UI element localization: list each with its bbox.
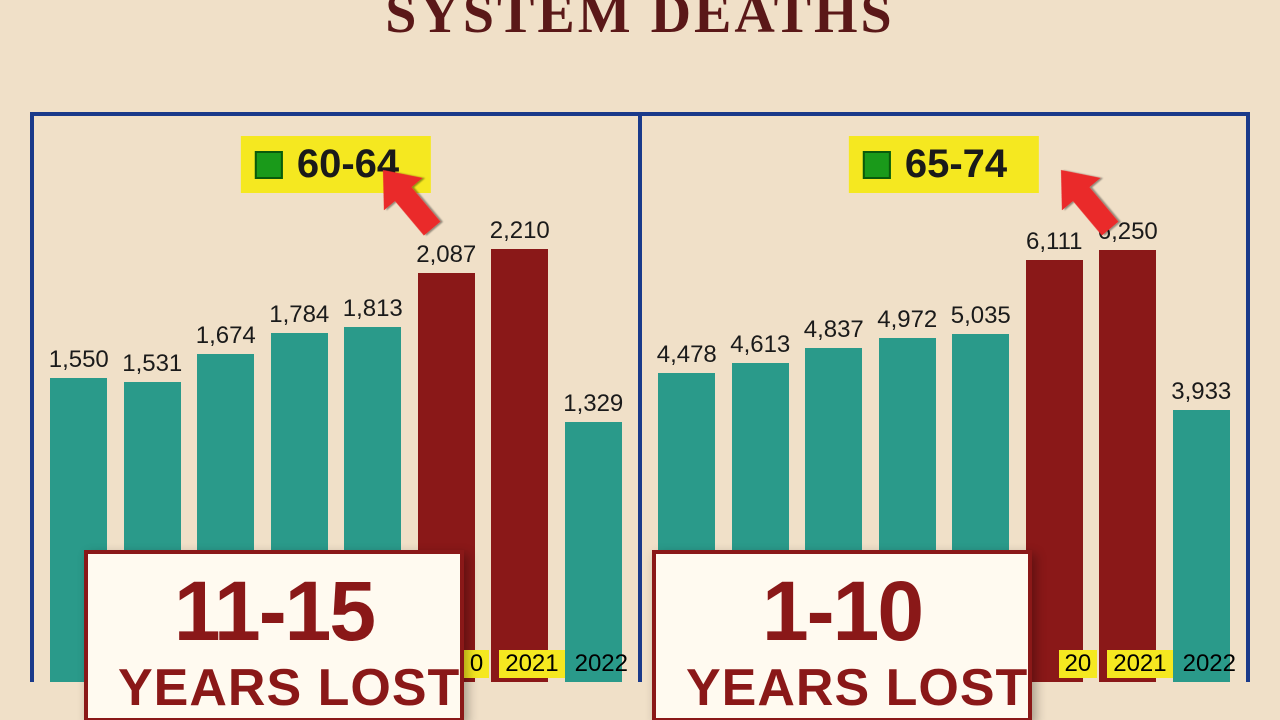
bar-value-label: 1,329 — [563, 390, 623, 418]
bar — [491, 249, 548, 682]
bar-value-label: 5,035 — [951, 302, 1011, 330]
bar — [1173, 410, 1230, 682]
overlay-big-text: 11-15 — [118, 574, 430, 650]
chart-panel-65-74: 65-74 4,4784,6134,8374,9725,0356,1116,25… — [638, 116, 1250, 682]
bar-value-label: 2,210 — [490, 217, 550, 245]
page-title: SYSTEM DEATHS — [0, 0, 1280, 46]
overlay-sub-text: YEARS LOST — [686, 658, 998, 718]
bar-value-label: 1,784 — [269, 301, 329, 329]
bar-value-label: 4,613 — [730, 331, 790, 359]
bar-wrap: 3,933 — [1167, 216, 1237, 682]
bar-value-label: 4,972 — [877, 306, 937, 334]
bar-value-label: 4,478 — [657, 341, 717, 369]
up-arrow-icon — [1042, 156, 1132, 246]
overlay-sub-text: YEARS LOST — [118, 658, 430, 718]
xaxis-labels-right: 20 2021 2022 — [1059, 646, 1236, 682]
charts-row: 60-64 1,5501,5311,6741,7841,8132,0872,21… — [30, 112, 1250, 682]
legend-65-74: 65-74 — [849, 136, 1039, 193]
legend-square-icon — [863, 151, 891, 179]
bar-value-label: 1,674 — [196, 322, 256, 350]
x-axis-year: 2021 — [499, 650, 564, 678]
up-arrow-icon — [364, 156, 454, 246]
bar — [1026, 260, 1083, 682]
xaxis-labels-left: 0 2021 2022 — [464, 646, 628, 682]
legend-label: 65-74 — [905, 142, 1007, 187]
bar-wrap: 2,210 — [485, 216, 555, 682]
bar-value-label: 1,813 — [343, 295, 403, 323]
x-axis-year: 2021 — [1107, 650, 1172, 678]
chart-panel-60-64: 60-64 1,5501,5311,6741,7841,8132,0872,21… — [30, 116, 638, 682]
x-axis-year: 2022 — [575, 650, 628, 678]
x-axis-year: 0 — [464, 650, 489, 678]
overlay-big-text: 1-10 — [686, 574, 998, 650]
x-axis-year: 2022 — [1183, 650, 1236, 678]
bar-wrap: 1,329 — [559, 216, 629, 682]
overlay-1-10: 1-10 YEARS LOST — [652, 550, 1032, 720]
bar — [1099, 250, 1156, 682]
bar-value-label: 1,531 — [122, 350, 182, 378]
overlay-11-15: 11-15 YEARS LOST — [84, 550, 464, 720]
x-axis-year: 20 — [1059, 650, 1098, 678]
bar-value-label: 4,837 — [804, 316, 864, 344]
bar-value-label: 1,550 — [49, 346, 109, 374]
bar-wrap: 6,250 — [1093, 216, 1163, 682]
bar-value-label: 3,933 — [1171, 378, 1231, 406]
legend-square-icon — [255, 151, 283, 179]
bar — [565, 422, 622, 682]
